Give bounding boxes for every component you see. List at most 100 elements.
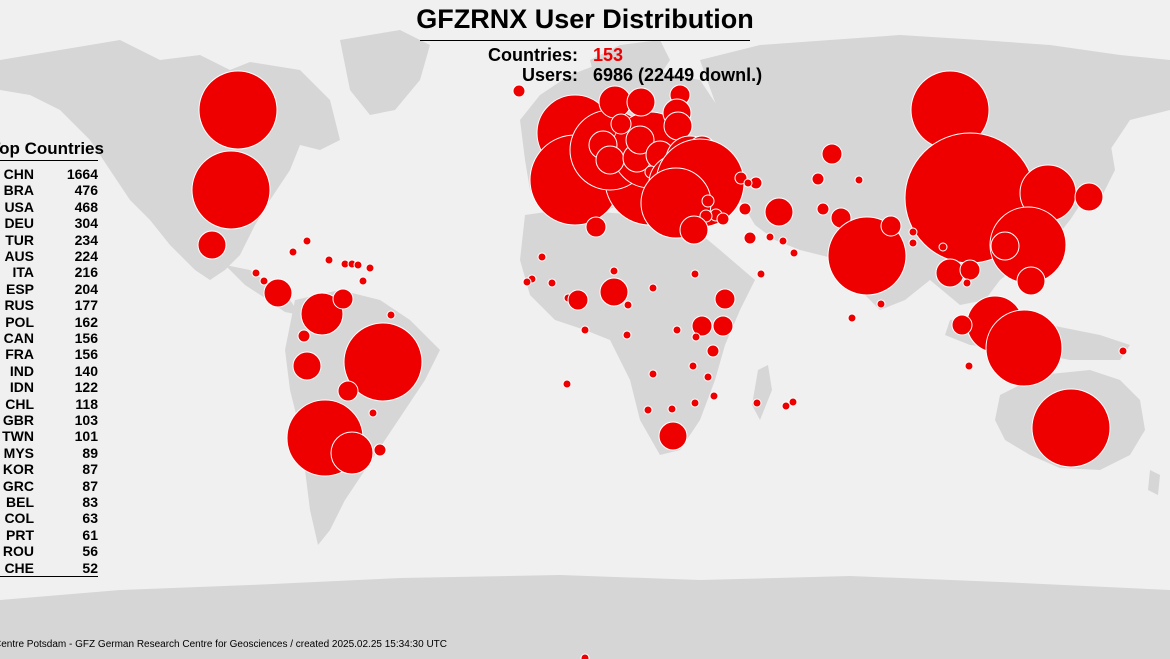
bubble-canada — [198, 70, 278, 150]
country-code: DEU — [4, 215, 34, 232]
country-code: ITA — [12, 264, 34, 281]
bubble-venezuela — [332, 288, 354, 310]
country-count: 140 — [74, 362, 98, 379]
bubble-kyrgyzstan — [854, 175, 864, 185]
bubble-south-africa — [658, 421, 688, 451]
country-row: BEL 83 — [0, 494, 98, 510]
country-row: GBR 103 — [0, 412, 98, 428]
country-code: USA — [4, 198, 34, 215]
country-code: BRA — [3, 182, 34, 199]
country-row: ROU 56 — [0, 543, 98, 559]
bubble-uzbekistan — [811, 172, 825, 186]
bubble-qatar — [778, 236, 788, 246]
country-row: PRT 61 — [0, 527, 98, 543]
bubble-brazil — [343, 322, 423, 402]
country-count: 52 — [82, 559, 98, 576]
country-count: 101 — [74, 428, 98, 445]
country-count: 122 — [74, 379, 98, 396]
country-row: GRC 87 — [0, 478, 98, 494]
country-code: POL — [5, 313, 34, 330]
country-code: GBR — [2, 412, 34, 428]
country-row: IND 140 — [0, 363, 98, 379]
bubble-maldives — [847, 313, 857, 323]
bubble-sri-lanka — [876, 299, 886, 309]
country-count: 118 — [75, 395, 98, 412]
bubble-malawi — [703, 372, 713, 382]
bubble-iceland — [512, 84, 526, 98]
bubble-trinidad — [358, 276, 368, 286]
countries-value: 153 — [593, 45, 624, 65]
country-code: IDN — [9, 379, 34, 396]
bubble-sudan — [690, 269, 700, 279]
bubble-madagascar — [752, 398, 762, 408]
country-row: CHN 1664 — [0, 166, 98, 182]
bubble-honduras — [259, 276, 269, 286]
country-count: 156 — [74, 330, 98, 346]
bubble-thailand — [935, 258, 965, 288]
country-row: ESP 204 — [0, 281, 98, 297]
bubble-senegal — [522, 277, 532, 287]
country-code: MYS — [3, 444, 34, 461]
country-code: COL — [4, 510, 34, 527]
users-value: 6986 (22449 downl.) — [593, 65, 763, 85]
bubble-jordan — [716, 212, 730, 226]
bubble-kuwait — [743, 231, 757, 245]
bubble-peru — [292, 351, 322, 381]
bubble-singapore — [951, 314, 973, 336]
country-count: 103 — [74, 412, 98, 428]
bubble-colombia — [300, 292, 344, 336]
bubble-saudi — [765, 232, 775, 242]
bubble-uganda — [691, 315, 713, 337]
bubble-sweden — [626, 87, 656, 117]
bubble-bolivia — [337, 380, 359, 402]
bubble-australia — [1031, 388, 1111, 468]
bubble-ethiopia — [714, 288, 736, 310]
bubble-mauritius — [781, 401, 791, 411]
country-code: BEL — [6, 494, 34, 510]
country-count: 89 — [82, 444, 98, 461]
bubble-egypt — [679, 215, 709, 245]
land-antarctica — [0, 575, 1170, 659]
bubble-cambodia — [962, 278, 972, 288]
bubble-cuba — [302, 236, 312, 246]
bubble-tanzania — [706, 344, 720, 358]
bubble-east-timor — [964, 361, 974, 371]
country-count: 476 — [74, 182, 98, 199]
bubble-carib-1 — [288, 247, 298, 257]
bubble-indonesia — [985, 309, 1063, 387]
bubble-botswana — [667, 404, 677, 414]
country-count: 1664 — [66, 166, 98, 182]
country-row: COL 63 — [0, 510, 98, 526]
country-code: ROU — [2, 543, 34, 560]
country-count: 156 — [74, 346, 98, 363]
country-row: CHE 52 — [0, 560, 98, 576]
bubble-reunion — [788, 397, 798, 407]
bubble-nigeria — [599, 277, 629, 307]
bubble-carib-5 — [353, 260, 363, 270]
bubble-usa — [191, 150, 271, 230]
title-underline — [420, 40, 750, 41]
bubble-yemen — [756, 269, 766, 279]
country-count: 87 — [82, 477, 98, 494]
map-title: GFZRNX User Distribution — [416, 4, 754, 34]
country-row: RUS 177 — [0, 297, 98, 313]
bubble-iran — [764, 197, 794, 227]
country-row: FRA 156 — [0, 346, 98, 362]
bubble-czech — [625, 125, 655, 155]
country-code: PRT — [6, 526, 34, 543]
bubble-kenya — [712, 315, 734, 337]
country-code: CHN — [3, 166, 34, 182]
country-row: IDN 122 — [0, 379, 98, 395]
country-count: 234 — [74, 231, 98, 248]
bubble-liberia — [580, 325, 590, 335]
bubble-philippines — [1016, 266, 1046, 296]
bubble-angola — [648, 369, 658, 379]
bubble-kazakhstan — [821, 143, 843, 165]
land-new-zealand — [1148, 470, 1160, 495]
bubble-namibia — [643, 405, 653, 415]
bubble-ivory-coast — [567, 289, 589, 311]
country-row: ITA 216 — [0, 264, 98, 280]
bubble-mexico — [197, 230, 227, 260]
country-code: IND — [9, 362, 34, 379]
